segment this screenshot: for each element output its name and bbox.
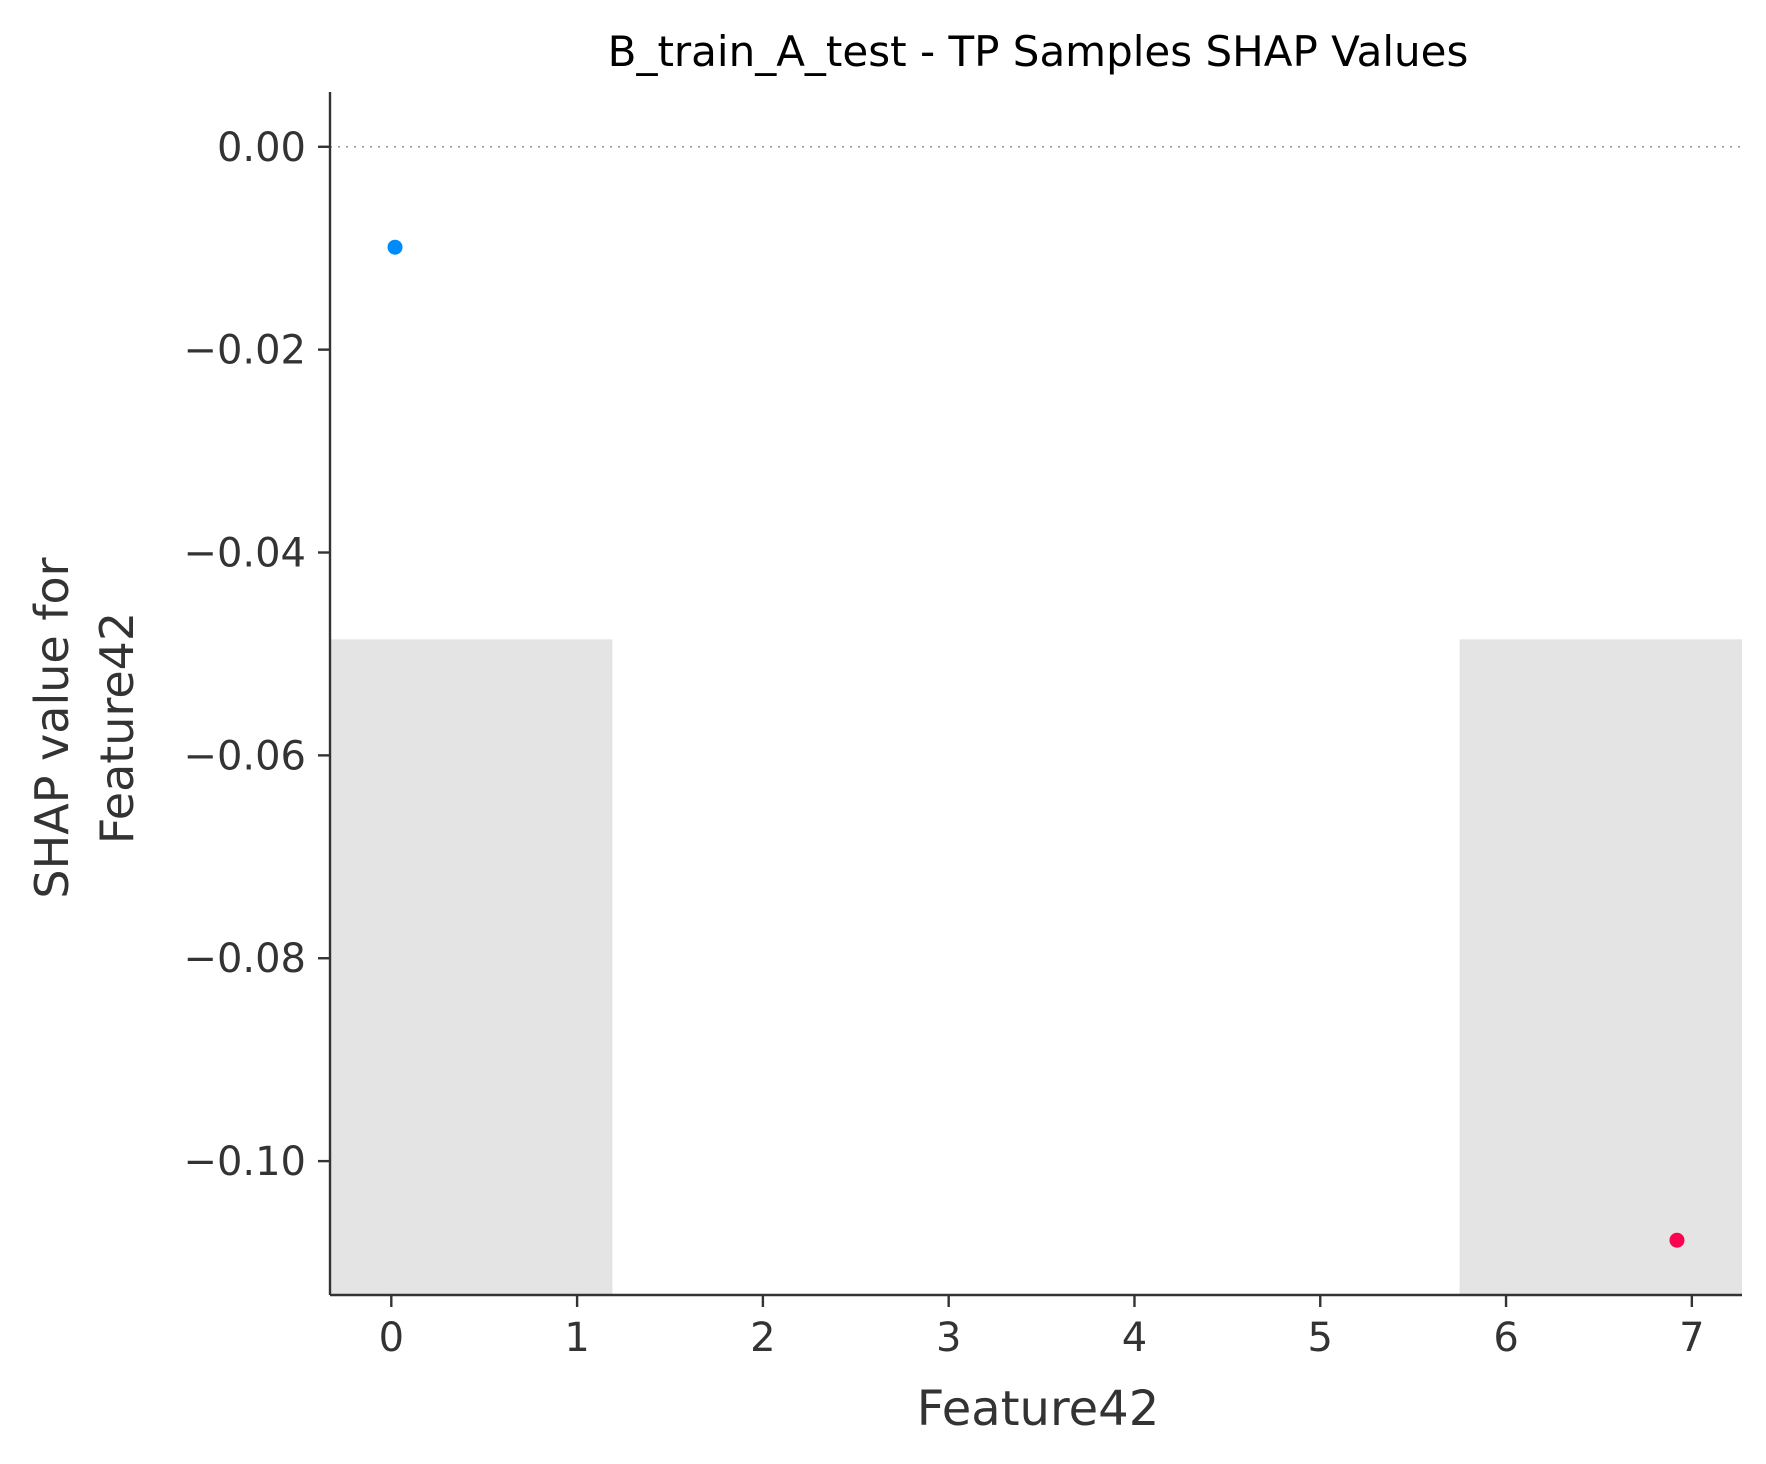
y-axis-label-line-1: SHAP value for bbox=[25, 557, 79, 898]
x-tick-label: 5 bbox=[1308, 1315, 1333, 1361]
y-tick-label: −0.02 bbox=[183, 328, 306, 374]
points-layer bbox=[387, 239, 1685, 1248]
x-tick-label: 4 bbox=[1122, 1315, 1147, 1361]
x-axis-ticks: 0 1 2 3 4 5 6 7 bbox=[379, 1295, 1705, 1361]
histogram-layer bbox=[330, 639, 1742, 1295]
x-tick-label: 6 bbox=[1493, 1315, 1518, 1361]
data-point bbox=[1669, 1232, 1685, 1248]
data-point bbox=[387, 239, 403, 255]
x-tick-label: 0 bbox=[379, 1315, 404, 1361]
y-tick-label: −0.10 bbox=[183, 1139, 306, 1185]
x-tick-label: 3 bbox=[936, 1315, 961, 1361]
y-tick-label: 0.00 bbox=[217, 125, 306, 171]
x-axis-label: Feature42 bbox=[917, 1381, 1159, 1437]
histogram-bar bbox=[1459, 639, 1742, 1295]
histogram-bar bbox=[330, 639, 613, 1295]
x-tick-label: 1 bbox=[564, 1315, 589, 1361]
chart-title: B_train_A_test - TP Samples SHAP Values bbox=[608, 27, 1469, 76]
x-tick-label: 7 bbox=[1679, 1315, 1704, 1361]
y-tick-label: −0.06 bbox=[183, 733, 306, 779]
y-tick-label: −0.04 bbox=[183, 531, 306, 577]
y-axis-ticks: 0.00 −0.02 −0.04 −0.06 −0.08 −0.10 bbox=[183, 125, 330, 1185]
x-tick-label: 2 bbox=[750, 1315, 775, 1361]
y-axis-label-line-2: Feature42 bbox=[90, 612, 144, 844]
y-tick-label: −0.08 bbox=[183, 936, 306, 982]
